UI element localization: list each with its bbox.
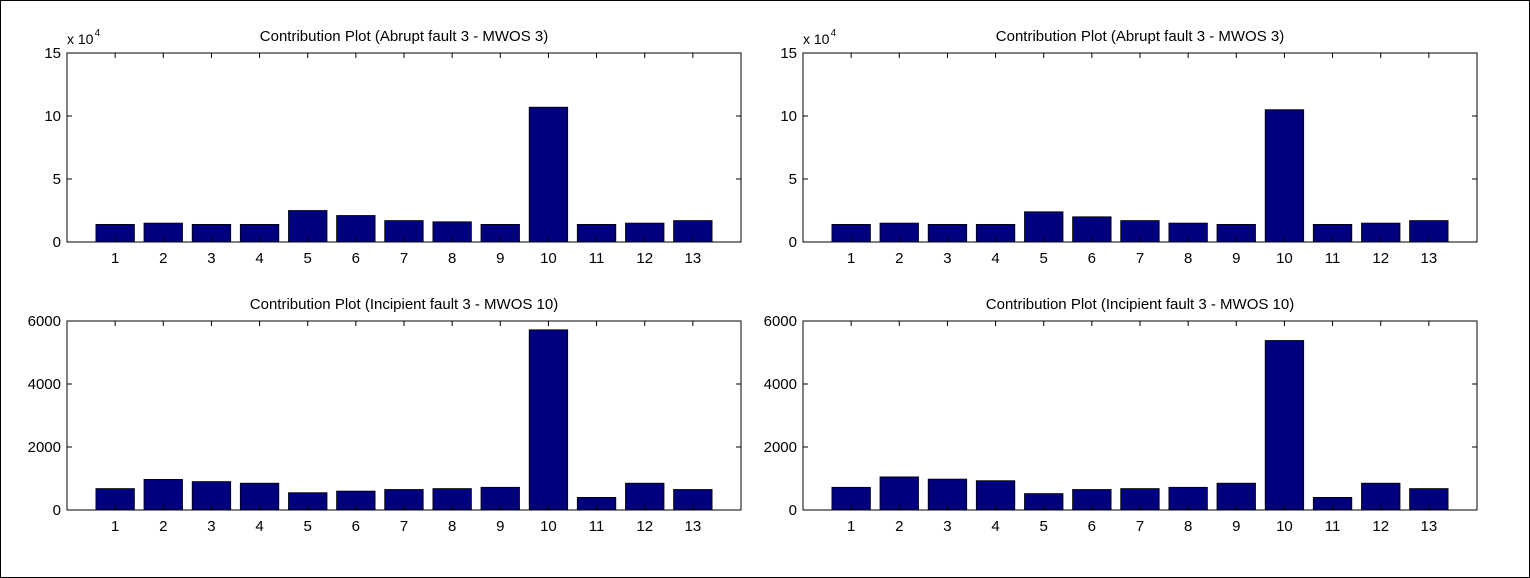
bar-10 <box>1264 109 1305 243</box>
x-tick-label: 4 <box>991 518 999 535</box>
y-tick-label: 5 <box>789 171 797 188</box>
x-tick-label: 2 <box>895 518 903 535</box>
x-tick-label: 2 <box>159 518 167 535</box>
x-tick-label: 13 <box>685 250 702 267</box>
x-tick-label: 2 <box>895 250 903 267</box>
y-tick-label: 2000 <box>28 439 61 456</box>
x-tick-label: 6 <box>1088 250 1096 267</box>
x-tick-label: 12 <box>1372 250 1389 267</box>
y-tick-label: 5 <box>53 171 61 188</box>
y-tick-label: 6000 <box>28 313 61 330</box>
panel-3: 1 2 3 4 5 6 7 8 9 10 11 12 130200040006000Contributi… <box>28 296 742 535</box>
axes-box <box>66 52 742 243</box>
x-tick-label: 13 <box>1421 250 1438 267</box>
x-tick-label: 10 <box>540 518 557 535</box>
x-tick-label: 5 <box>304 250 312 267</box>
y-tick-label: 15 <box>780 45 797 62</box>
y-multiplier: x 10 <box>67 31 94 47</box>
x-tick-label: 10 <box>1276 518 1293 535</box>
x-tick-label: 9 <box>496 250 504 267</box>
bar-12 <box>625 482 665 511</box>
y-tick-label: 0 <box>53 234 61 251</box>
bar-10 <box>528 106 569 243</box>
x-tick-label: 3 <box>943 250 951 267</box>
x-tick-label: 3 <box>207 518 215 535</box>
x-tick-label: 1 <box>111 250 119 267</box>
x-tick-label: 13 <box>1421 518 1438 535</box>
x-tick-label: 9 <box>496 518 504 535</box>
x-tick-label: 6 <box>352 518 360 535</box>
x-tick-label: 9 <box>1232 518 1240 535</box>
y-tick-label: 15 <box>44 45 61 62</box>
y-tick-label: 2000 <box>764 439 797 456</box>
x-tick-label: 4 <box>255 518 263 535</box>
x-tick-label: 2 <box>159 250 167 267</box>
x-tick-label: 12 <box>1372 518 1389 535</box>
chart-title: Contribution Plot (Abrupt fault 3 - MWOS… <box>996 28 1284 45</box>
bar-10 <box>528 329 569 511</box>
y-tick-label: 10 <box>780 108 797 125</box>
x-tick-label: 6 <box>1088 518 1096 535</box>
x-tick-label: 13 <box>685 518 702 535</box>
axes-box <box>802 52 1478 243</box>
y-tick-label: 4000 <box>764 376 797 393</box>
y-multiplier: x 10 <box>803 31 830 47</box>
y-multiplier-exponent: 4 <box>95 28 101 39</box>
x-tick-label: 7 <box>400 250 408 267</box>
x-tick-label: 3 <box>943 518 951 535</box>
chart-title: Contribution Plot (Incipient fault 3 - M… <box>986 296 1294 313</box>
x-tick-label: 1 <box>847 518 855 535</box>
bar-10 <box>1264 340 1305 511</box>
y-tick-label: 4000 <box>28 376 61 393</box>
y-tick-label: 0 <box>53 502 61 519</box>
x-tick-label: 4 <box>255 250 263 267</box>
x-tick-label: 12 <box>636 518 653 535</box>
x-tick-label: 5 <box>1040 250 1048 267</box>
x-tick-label: 3 <box>207 250 215 267</box>
chart-title: Contribution Plot (Incipient fault 3 - M… <box>250 296 558 313</box>
x-tick-label: 11 <box>589 250 605 267</box>
y-tick-label: 10 <box>44 108 61 125</box>
x-tick-label: 8 <box>1184 518 1192 535</box>
panel-4: 1 2 3 4 5 6 7 8 9 10 11 12 130200040006000Contributi… <box>764 296 1478 535</box>
x-tick-label: 7 <box>400 518 408 535</box>
x-tick-label: 12 <box>636 250 653 267</box>
x-tick-label: 8 <box>448 518 456 535</box>
x-tick-label: 6 <box>352 250 360 267</box>
x-tick-label: 11 <box>1325 250 1341 267</box>
bar-2 <box>879 476 919 511</box>
x-tick-label: 10 <box>1276 250 1293 267</box>
y-multiplier-exponent: 4 <box>831 28 837 39</box>
x-tick-label: 8 <box>448 250 456 267</box>
x-tick-label: 1 <box>847 250 855 267</box>
y-tick-label: 6000 <box>764 313 797 330</box>
x-tick-label: 11 <box>1325 518 1341 535</box>
y-tick-label: 0 <box>789 502 797 519</box>
y-tick-label: 0 <box>789 234 797 251</box>
x-tick-label: 8 <box>1184 250 1192 267</box>
bar-5 <box>288 210 328 243</box>
x-tick-label: 9 <box>1232 250 1240 267</box>
x-tick-label: 7 <box>1136 250 1144 267</box>
x-tick-label: 7 <box>1136 518 1144 535</box>
x-tick-label: 1 <box>111 518 119 535</box>
x-tick-label: 4 <box>991 250 999 267</box>
chart-title: Contribution Plot (Abrupt fault 3 - MWOS… <box>260 28 548 45</box>
x-tick-label: 5 <box>1040 518 1048 535</box>
bar-3 <box>927 478 968 511</box>
x-tick-label: 10 <box>540 250 557 267</box>
x-tick-label: 11 <box>589 518 605 535</box>
x-tick-label: 5 <box>304 518 312 535</box>
